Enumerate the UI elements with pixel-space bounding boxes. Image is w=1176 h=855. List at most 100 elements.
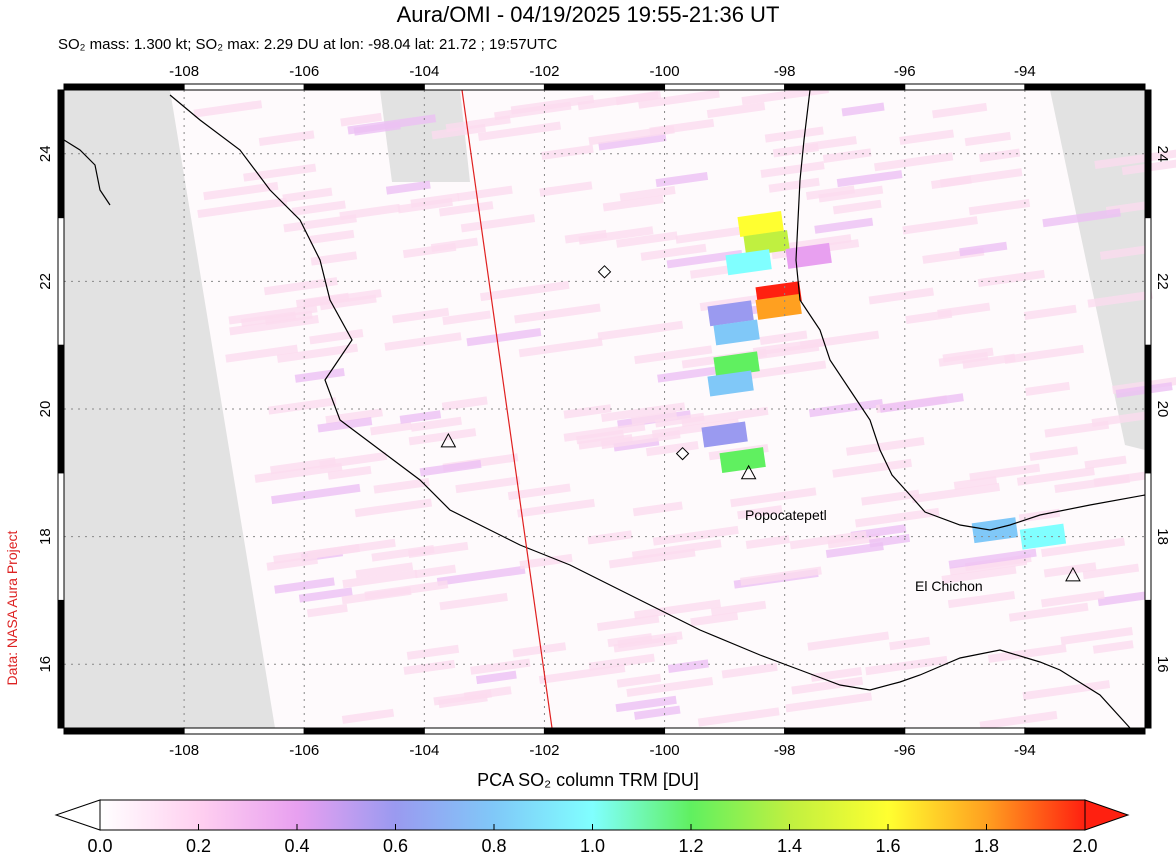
retrieval-pixel xyxy=(225,344,299,363)
frame-segment xyxy=(1024,83,1146,91)
so2-pixel xyxy=(701,421,748,448)
retrieval-pixel xyxy=(274,577,335,594)
no-data-patch-top xyxy=(380,90,470,182)
retrieval-pixel xyxy=(460,214,536,233)
retrieval-pixel xyxy=(600,430,681,450)
retrieval-pixel xyxy=(789,530,867,550)
so2-pixel xyxy=(725,249,772,276)
retrieval-pixel xyxy=(667,659,709,673)
retrieval-pixel xyxy=(868,287,934,305)
retrieval-pixel xyxy=(243,163,317,182)
retrieval-pixel xyxy=(298,587,353,603)
lon-tick-label: -102 xyxy=(529,63,559,80)
lon-tick-label: -108 xyxy=(169,63,199,80)
retrieval-pixel xyxy=(736,360,827,381)
volcano-triangle-icon xyxy=(1065,566,1081,582)
lon-tick-label: -96 xyxy=(894,63,916,80)
retrieval-pixel xyxy=(602,195,664,212)
retrieval-pixel xyxy=(808,398,884,418)
retrieval-pixel xyxy=(969,463,1041,482)
coastline xyxy=(63,89,1146,729)
retrieval-pixel xyxy=(228,304,318,325)
lon-tick-label: -94 xyxy=(1014,742,1036,759)
retrieval-pixel xyxy=(263,277,338,296)
retrieval-pixel xyxy=(341,708,395,724)
retrieval-pixel xyxy=(987,644,1067,663)
frame-segment xyxy=(543,727,666,735)
retrieval-pixel xyxy=(1025,381,1071,396)
retrieval-pixel xyxy=(419,459,482,477)
retrieval-pixel xyxy=(1093,470,1151,487)
retrieval-pixel xyxy=(203,181,279,201)
lon-tick-label: -98 xyxy=(774,63,796,80)
retrieval-pixel xyxy=(799,330,880,350)
retrieval-pixel xyxy=(373,478,430,494)
colorbar-tick-label: 0.0 xyxy=(87,836,112,855)
retrieval-pixel xyxy=(865,655,948,676)
frame-segment xyxy=(543,83,666,91)
frame-segment xyxy=(57,89,65,219)
retrieval-pixel xyxy=(810,666,863,682)
retrieval-pixel xyxy=(445,115,511,133)
retrieval-pixel xyxy=(327,465,372,480)
colorbar-tick-label: 1.0 xyxy=(580,836,605,855)
retrieval-pixel xyxy=(385,180,431,195)
retrieval-pixel xyxy=(596,614,660,632)
retrieval-pixel xyxy=(354,498,433,518)
colorbar-min-arrow xyxy=(54,799,101,831)
retrieval-pixel xyxy=(764,126,824,143)
retrieval-pixel xyxy=(818,185,884,203)
retrieval-pixel xyxy=(932,102,988,119)
retrieval-pixel xyxy=(197,197,288,219)
retrieval-pixel xyxy=(439,592,508,611)
lat-tick-label: 18 xyxy=(37,528,54,545)
frame-segment xyxy=(1144,344,1152,474)
retrieval-pixel xyxy=(964,131,1012,147)
frame-segment xyxy=(664,83,786,91)
frame-segment xyxy=(423,83,545,91)
retrieval-pixel xyxy=(408,428,477,446)
retrieval-pixel xyxy=(577,91,659,111)
retrieval-pixel xyxy=(370,421,412,436)
colorbar-tick-label: 2.0 xyxy=(1072,836,1097,855)
lat-tick-label: 20 xyxy=(37,401,54,418)
retrieval-pixel xyxy=(657,364,734,383)
retrieval-pixel xyxy=(563,422,646,442)
retrieval-pixel xyxy=(959,241,1008,257)
retrieval-pixel xyxy=(626,677,714,697)
retrieval-pixel xyxy=(807,631,890,651)
retrieval-pixel xyxy=(264,310,313,326)
retrieval-pixel xyxy=(968,198,1031,216)
swath-edge-line xyxy=(461,89,553,729)
retrieval-pixel xyxy=(507,483,571,501)
retrieval-pixel xyxy=(681,406,769,427)
retrieval-pixel xyxy=(740,566,822,586)
retrieval-pixel xyxy=(294,367,345,383)
so2-pixel xyxy=(713,319,760,346)
volcano-label: El Chichon xyxy=(915,578,983,594)
retrieval-pixel xyxy=(457,185,513,202)
retrieval-pixel xyxy=(1121,158,1176,176)
lat-tick-label: 24 xyxy=(37,145,54,162)
retrieval-pixel xyxy=(1040,590,1105,608)
retrieval-pixel xyxy=(470,658,531,675)
retrieval-pixel xyxy=(410,193,460,208)
lon-tick-label: -106 xyxy=(289,742,319,759)
map-title: Aura/OMI - 04/19/2025 19:55-21:36 UT xyxy=(396,2,780,27)
colorbar-tick-label: 1.2 xyxy=(678,836,703,855)
retrieval-pixel xyxy=(466,327,542,347)
frame-segment xyxy=(63,83,185,91)
no-data-swath-right xyxy=(1050,90,1145,450)
lon-tick-label: -106 xyxy=(289,63,319,80)
retrieval-pixel xyxy=(710,600,767,617)
so2-pixel xyxy=(713,351,760,378)
frame-segment xyxy=(1144,599,1152,729)
retrieval-pixel xyxy=(392,307,450,324)
retrieval-pixel xyxy=(814,217,874,234)
retrieval-pixel xyxy=(342,569,418,589)
retrieval-pixel xyxy=(633,599,721,620)
retrieval-pixel xyxy=(841,102,885,117)
retrieval-pixel xyxy=(690,611,739,627)
colorbar-tick-label: 1.8 xyxy=(974,836,999,855)
